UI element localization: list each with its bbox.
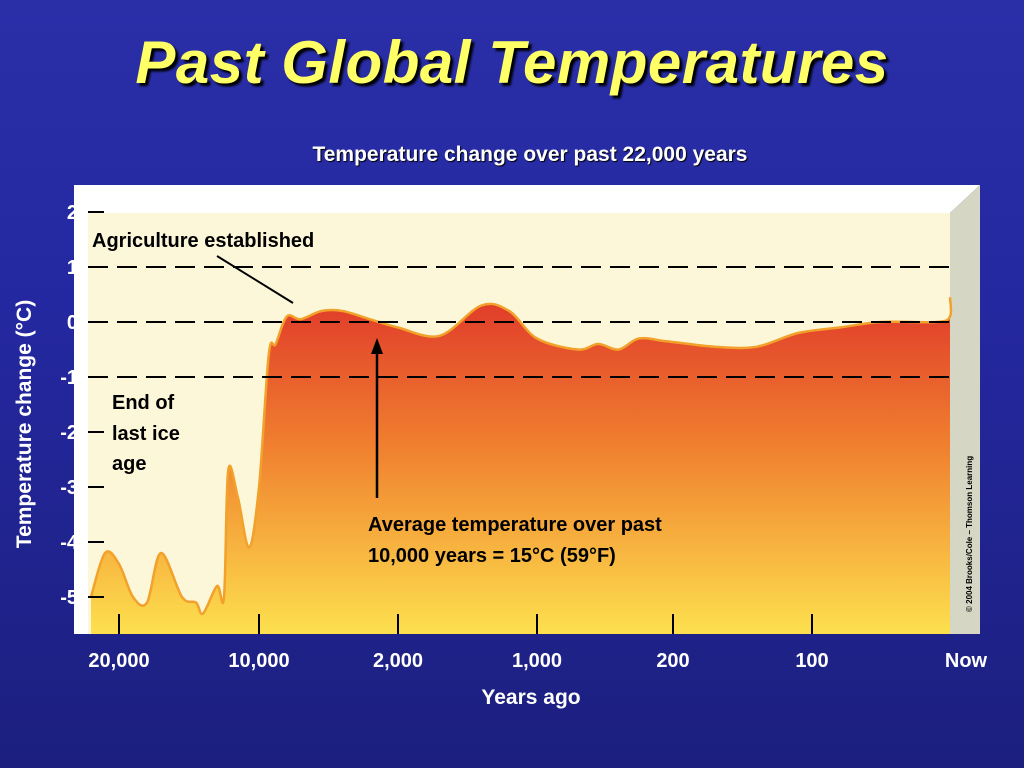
x-axis-title: Years ago — [481, 686, 580, 709]
plot-side-face — [950, 185, 980, 634]
x-tick-label: 1,000 — [512, 650, 562, 672]
x-tick-label: Now — [945, 650, 988, 672]
y-tick-label: -1 — [60, 367, 78, 389]
plot-top-face — [74, 185, 980, 213]
annotation-average-line2: 10,000 years = 15°C (59°F) — [368, 545, 616, 567]
temperature-curve — [89, 297, 953, 616]
y-tick-label: -2 — [60, 422, 78, 444]
x-tick-label: 20,000 — [88, 650, 149, 672]
y-tick-label: 0 — [67, 312, 78, 334]
copyright-text: © 2004 Brooks/Cole – Thomson Learning — [965, 456, 974, 612]
temperature-area — [91, 297, 952, 634]
annotation-average-arrowhead — [371, 338, 383, 354]
x-tick-label: 10,000 — [228, 650, 289, 672]
x-tick-label: 100 — [795, 650, 828, 672]
annotation-ice-age-line2: last ice — [112, 423, 180, 445]
annotation-agriculture-pointer — [216, 255, 294, 304]
plot-back-panel — [74, 185, 88, 634]
y-tick-label: -4 — [60, 532, 79, 554]
annotation-agriculture: Agriculture established — [92, 230, 314, 252]
slide-title: Past Global Temperatures — [135, 29, 889, 96]
chart-title: Temperature change over past 22,000 year… — [312, 143, 748, 166]
y-axis-title: Temperature change (°C) — [13, 300, 36, 548]
x-tick-label: 200 — [656, 650, 689, 672]
annotation-ice-age-line1: End of — [112, 392, 175, 414]
y-tick-label: -5 — [60, 587, 78, 609]
x-tick-label: 2,000 — [373, 650, 423, 672]
annotation-ice-age-line3: age — [112, 453, 146, 475]
annotation-average-line1: Average temperature over past — [368, 514, 662, 536]
y-tick-label: 2 — [67, 202, 78, 224]
y-tick-label: -3 — [60, 477, 78, 499]
y-tick-label: 1 — [67, 257, 78, 279]
